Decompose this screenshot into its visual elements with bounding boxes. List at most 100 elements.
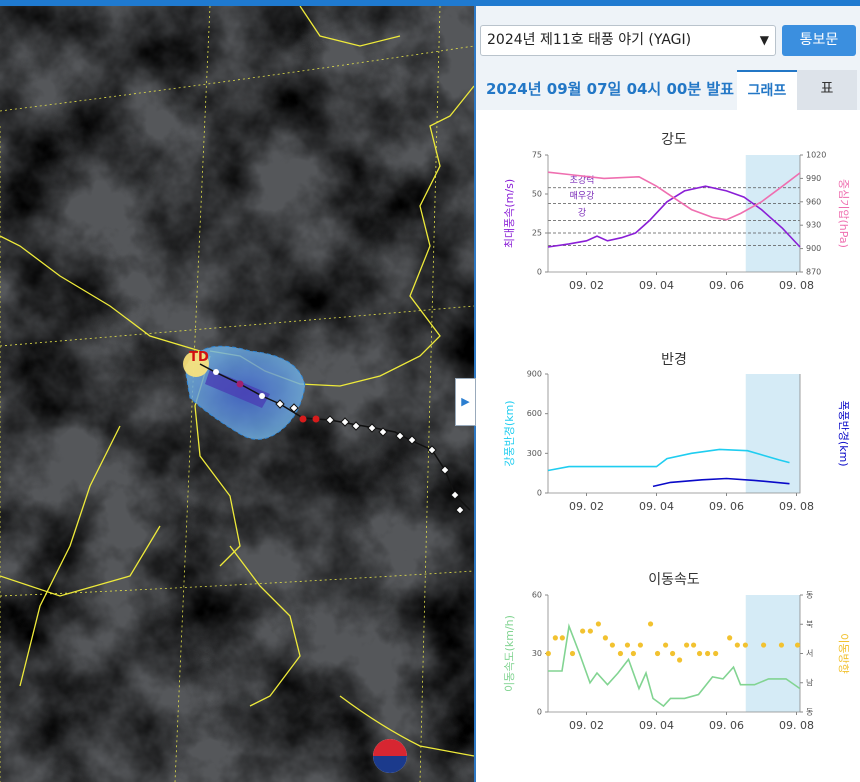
- direction-dot: [778, 642, 785, 648]
- direction-dot: [617, 650, 624, 657]
- y2-tick-label: 동: [806, 708, 813, 717]
- x-tick-label: 09. 02: [569, 500, 604, 513]
- direction-dot: [545, 650, 551, 657]
- chart-title: 반경: [661, 352, 687, 368]
- y2-tick-label: 남: [806, 678, 814, 687]
- direction-dot: [552, 635, 558, 641]
- forecast-point: [312, 415, 320, 423]
- axis-frame: [547, 374, 801, 494]
- series-line: [548, 623, 801, 708]
- direction-dot: [794, 642, 801, 648]
- coastlines: [0, 6, 474, 757]
- y2-axis-label: 중심기압(hPa): [837, 179, 850, 248]
- direction-dot: [580, 628, 586, 634]
- panel-toggle[interactable]: ▶: [455, 378, 476, 426]
- y-tick-label: 0: [537, 268, 542, 277]
- direction-dot: [609, 642, 615, 648]
- y2-tick-label: 900: [806, 244, 821, 253]
- lat-lon-grid: [0, 6, 474, 782]
- x-tick-label: 09. 02: [569, 719, 604, 732]
- y-tick-label: 300: [527, 449, 542, 458]
- direction-dot: [696, 650, 703, 657]
- direction-dot: [559, 635, 565, 641]
- y-tick-label: 0: [537, 489, 542, 498]
- y2-axis-label: 폭풍반경(km): [837, 400, 850, 466]
- storm-label: TD: [189, 350, 209, 365]
- x-tick-label: 09. 08: [779, 719, 814, 732]
- direction-dot: [727, 635, 733, 641]
- direction-dot: [663, 642, 669, 648]
- y-tick-label: 50: [532, 190, 542, 199]
- series-line: [547, 448, 790, 472]
- chart-title: 이동속도: [648, 572, 700, 588]
- y2-tick-label: 동: [806, 591, 813, 600]
- announcement: 2024년 09월 07일 04시 00분 발표: [486, 80, 734, 98]
- axis-frame: [547, 155, 801, 273]
- y-tick-label: 25: [532, 229, 542, 238]
- y-tick-label: 900: [527, 370, 542, 379]
- y2-tick-label: 960: [806, 197, 821, 206]
- y-tick-label: 75: [532, 151, 542, 160]
- direction-dot: [691, 642, 697, 648]
- y2-axis-label: 이동방향: [837, 633, 850, 673]
- direction-dot: [742, 642, 748, 648]
- direction-dot: [677, 657, 683, 663]
- series-line: [652, 477, 790, 488]
- forecast-shade: [745, 595, 800, 712]
- forecast-shade: [745, 374, 800, 493]
- y-tick-label: 600: [527, 409, 542, 418]
- direction-dot: [647, 621, 654, 627]
- series-line: [547, 185, 801, 248]
- y-tick-label: 60: [532, 591, 542, 600]
- tab[interactable]: 표: [797, 70, 857, 110]
- direction-dot: [705, 650, 711, 657]
- forecast-shade: [745, 155, 800, 272]
- reference-label: 매우강: [570, 190, 595, 201]
- x-tick-label: 09. 08: [779, 279, 814, 292]
- x-tick-label: 09. 08: [779, 500, 814, 513]
- x-tick-label: 09. 06: [709, 500, 744, 513]
- y-axis-label: 강풍반경(km): [503, 400, 516, 466]
- typhoon-select[interactable]: 2024년 제11호 태풍 야기 (YAGI) ▼: [480, 25, 776, 56]
- direction-dot: [713, 650, 719, 657]
- x-tick-label: 09. 04: [639, 279, 674, 292]
- y-axis-label: 최대풍속(m/s): [503, 179, 516, 248]
- forecast-point: [259, 393, 265, 399]
- direction-dot: [624, 642, 631, 648]
- y-tick-label: 0: [537, 708, 542, 717]
- select-arrow: ▼: [759, 33, 769, 47]
- direction-dot: [569, 650, 576, 657]
- direction-dot: [761, 642, 767, 648]
- y-axis-label: 이동속도(km/h): [503, 615, 516, 692]
- direction-dot: [595, 621, 601, 627]
- y2-tick-label: 870: [806, 268, 821, 277]
- tab[interactable]: 그래프: [737, 70, 797, 110]
- current-position: [183, 351, 209, 377]
- direction-dot: [684, 642, 690, 648]
- y2-tick-label: 서: [806, 649, 813, 658]
- direction-dot: [587, 628, 593, 634]
- y-tick-label: 30: [532, 649, 542, 658]
- strong-wind-area: [205, 369, 270, 408]
- direction-dot: [630, 650, 636, 657]
- x-tick-label: 09. 04: [639, 500, 674, 513]
- report-button[interactable]: 통보문: [782, 25, 856, 56]
- direction-dot: [654, 650, 661, 657]
- x-tick-label: 09. 02: [569, 279, 604, 292]
- y2-tick-label: 930: [806, 221, 821, 230]
- direction-dot: [637, 642, 643, 648]
- track-points: [275, 399, 465, 515]
- select-text: 2024년 제11호 태풍 야기 (YAGI): [487, 32, 692, 48]
- top-bar: [0, 0, 860, 6]
- kma-logo: [373, 739, 407, 773]
- direction-dot: [734, 642, 740, 648]
- y2-tick-label: 1020: [806, 151, 826, 160]
- satellite-map: TD: [0, 6, 474, 782]
- x-tick-label: 09. 06: [709, 719, 744, 732]
- forecast-point: [299, 415, 307, 423]
- direction-dot: [670, 650, 676, 657]
- direction-dot: [602, 635, 608, 641]
- reference-label: 강: [578, 208, 586, 219]
